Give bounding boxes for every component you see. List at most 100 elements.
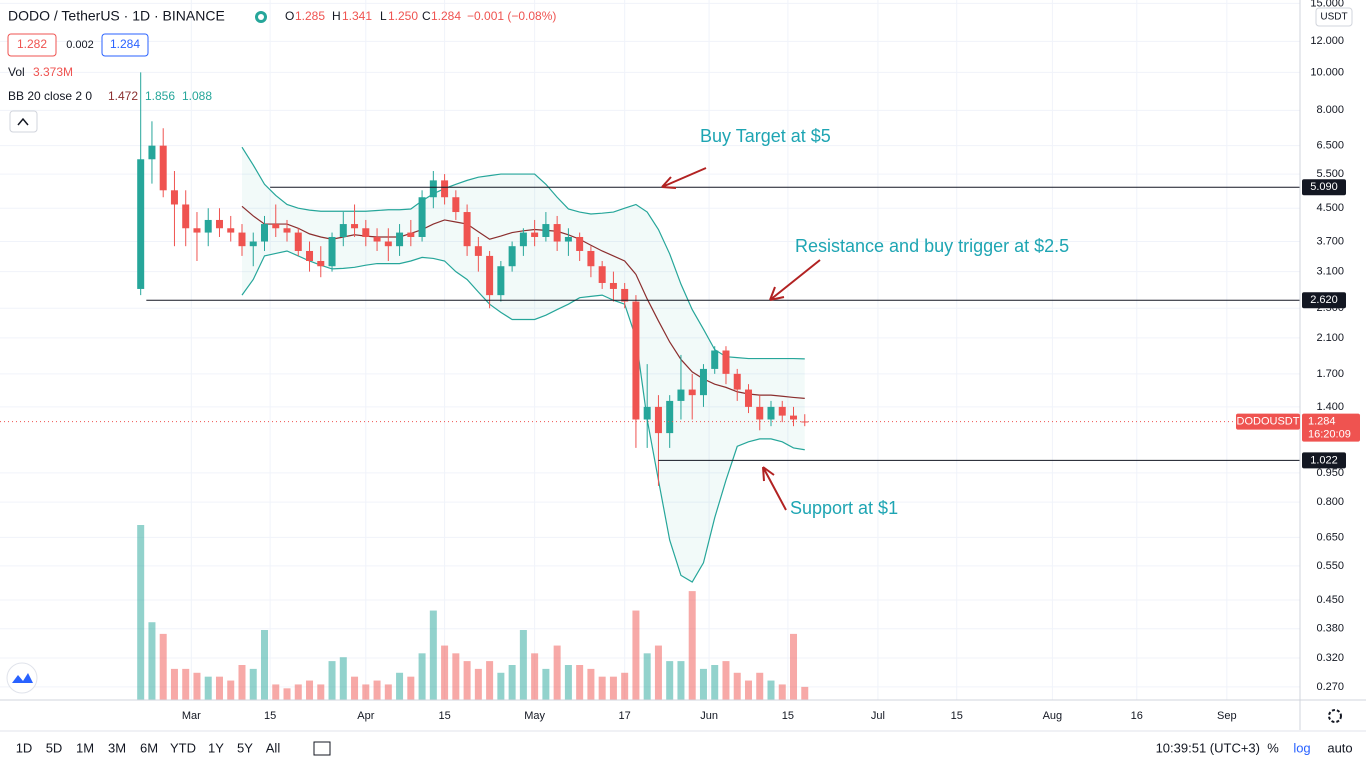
candle-body <box>722 350 730 374</box>
vol-value: 3.373M <box>33 65 73 79</box>
candle-body <box>643 406 651 420</box>
range-button[interactable]: 1D <box>16 740 33 755</box>
countdown: 16:20:09 <box>1308 429 1351 441</box>
range-button[interactable]: 5Y <box>237 740 253 755</box>
y-tick-label: 0.950 <box>1316 467 1344 479</box>
volume-bar <box>609 676 617 700</box>
vol-title: Vol <box>8 65 25 79</box>
volume-bar <box>238 665 246 700</box>
volume-bar <box>452 653 460 700</box>
arrow <box>661 167 707 189</box>
spread: 0.002 <box>66 39 94 51</box>
volume-bar <box>351 676 359 700</box>
volume-bar <box>587 668 595 700</box>
price-tag: 1.284 <box>1308 416 1336 428</box>
y-tick-label: 1.400 <box>1316 401 1344 413</box>
buy-button[interactable] <box>101 33 149 57</box>
bb-title: BB 20 close 2 0 <box>8 89 92 103</box>
logo[interactable] <box>6 662 38 694</box>
candle-body <box>339 224 347 237</box>
candle-body <box>317 260 325 267</box>
plot-area <box>0 0 1300 700</box>
annotation: Resistance and buy trigger at $2.5 <box>795 236 1069 256</box>
ohlc-value: 1.341 <box>342 9 372 23</box>
volume-bar <box>373 680 381 700</box>
candle-body <box>328 236 336 267</box>
volume-bar <box>699 668 707 700</box>
currency-box[interactable] <box>1315 7 1353 27</box>
symbol[interactable]: DODO / TetherUS · 1D · BINANCE <box>8 8 225 24</box>
date-range-icon[interactable] <box>313 741 331 756</box>
y-tick-label: 3.100 <box>1316 266 1344 278</box>
log-toggle[interactable]: log <box>1293 740 1310 755</box>
y-tick-label: 0.550 <box>1316 560 1344 572</box>
volume-bar <box>486 661 494 700</box>
percent-toggle[interactable]: % <box>1267 740 1279 755</box>
y-tick-label: 2.100 <box>1316 332 1344 344</box>
collapse-legend[interactable] <box>9 110 38 133</box>
candle-body <box>474 246 482 256</box>
bb-basis-value: 1.472 <box>108 89 138 103</box>
x-tick-label: 15 <box>438 710 450 722</box>
volume-bar <box>204 676 212 700</box>
candle-body <box>215 219 223 229</box>
ohlc-value: 1.285 <box>295 9 325 23</box>
price-tag-box <box>1302 413 1360 442</box>
candle-body <box>531 232 539 237</box>
candle-body <box>553 224 561 242</box>
volume-bar <box>328 661 336 700</box>
ask: 1.284 <box>110 37 140 51</box>
y-tick-label: 0.320 <box>1316 652 1344 664</box>
candle-body <box>688 389 696 396</box>
x-tick-label: Sep <box>1217 710 1237 722</box>
sell-button[interactable] <box>7 33 57 57</box>
y-tick-label: 6.500 <box>1316 140 1344 152</box>
x-tick-label: Aug <box>1043 710 1063 722</box>
candle-body <box>373 236 381 242</box>
volume-bar <box>711 665 719 700</box>
volume-bar <box>722 661 730 700</box>
y-tick-label: 5.500 <box>1316 168 1344 180</box>
volume-bar <box>396 672 404 700</box>
x-tick-label: 15 <box>782 710 794 722</box>
volume-bar <box>756 672 764 700</box>
volume-bar <box>598 676 606 700</box>
volume-bar <box>621 672 629 700</box>
range-button[interactable]: 1M <box>76 740 94 755</box>
range-button[interactable]: All <box>266 740 281 755</box>
range-button[interactable]: 1Y <box>208 740 224 755</box>
volume-bar <box>272 684 280 700</box>
x-tick-label: Apr <box>357 710 374 722</box>
currency: USDT <box>1320 12 1347 23</box>
candle-body <box>407 232 415 237</box>
candle-body <box>384 241 392 247</box>
volume-bar <box>170 668 178 700</box>
range-button[interactable]: 3M <box>108 740 126 755</box>
volume-bar <box>182 668 190 700</box>
range-button[interactable]: 5D <box>46 740 63 755</box>
market-status-dot <box>258 14 264 20</box>
range-button[interactable]: YTD <box>170 740 196 755</box>
volume-bar <box>666 661 674 700</box>
volume-bar <box>767 680 775 700</box>
settings-icon[interactable] <box>1328 709 1342 723</box>
clock[interactable]: 10:39:51 (UTC+3) <box>1156 740 1260 755</box>
candle-body <box>699 368 707 396</box>
volume-bar <box>508 665 516 700</box>
volume-bar <box>294 684 302 700</box>
y-tick-label: 0.380 <box>1316 623 1344 635</box>
auto-toggle[interactable]: auto <box>1327 740 1352 755</box>
volume-bar <box>429 610 437 700</box>
range-button[interactable]: 6M <box>140 740 158 755</box>
y-tick-label: 12.000 <box>1310 35 1344 47</box>
candle-body <box>159 145 167 191</box>
volume-bar <box>249 668 257 700</box>
candle-body <box>542 224 550 237</box>
candle-body <box>396 232 404 247</box>
candle-body <box>306 250 314 261</box>
annotation: Support at $1 <box>790 498 898 518</box>
y-tick-label: 0.270 <box>1316 681 1344 693</box>
volume-bar <box>215 676 223 700</box>
volume-bar <box>339 657 347 700</box>
level-label: 2.620 <box>1310 294 1338 306</box>
